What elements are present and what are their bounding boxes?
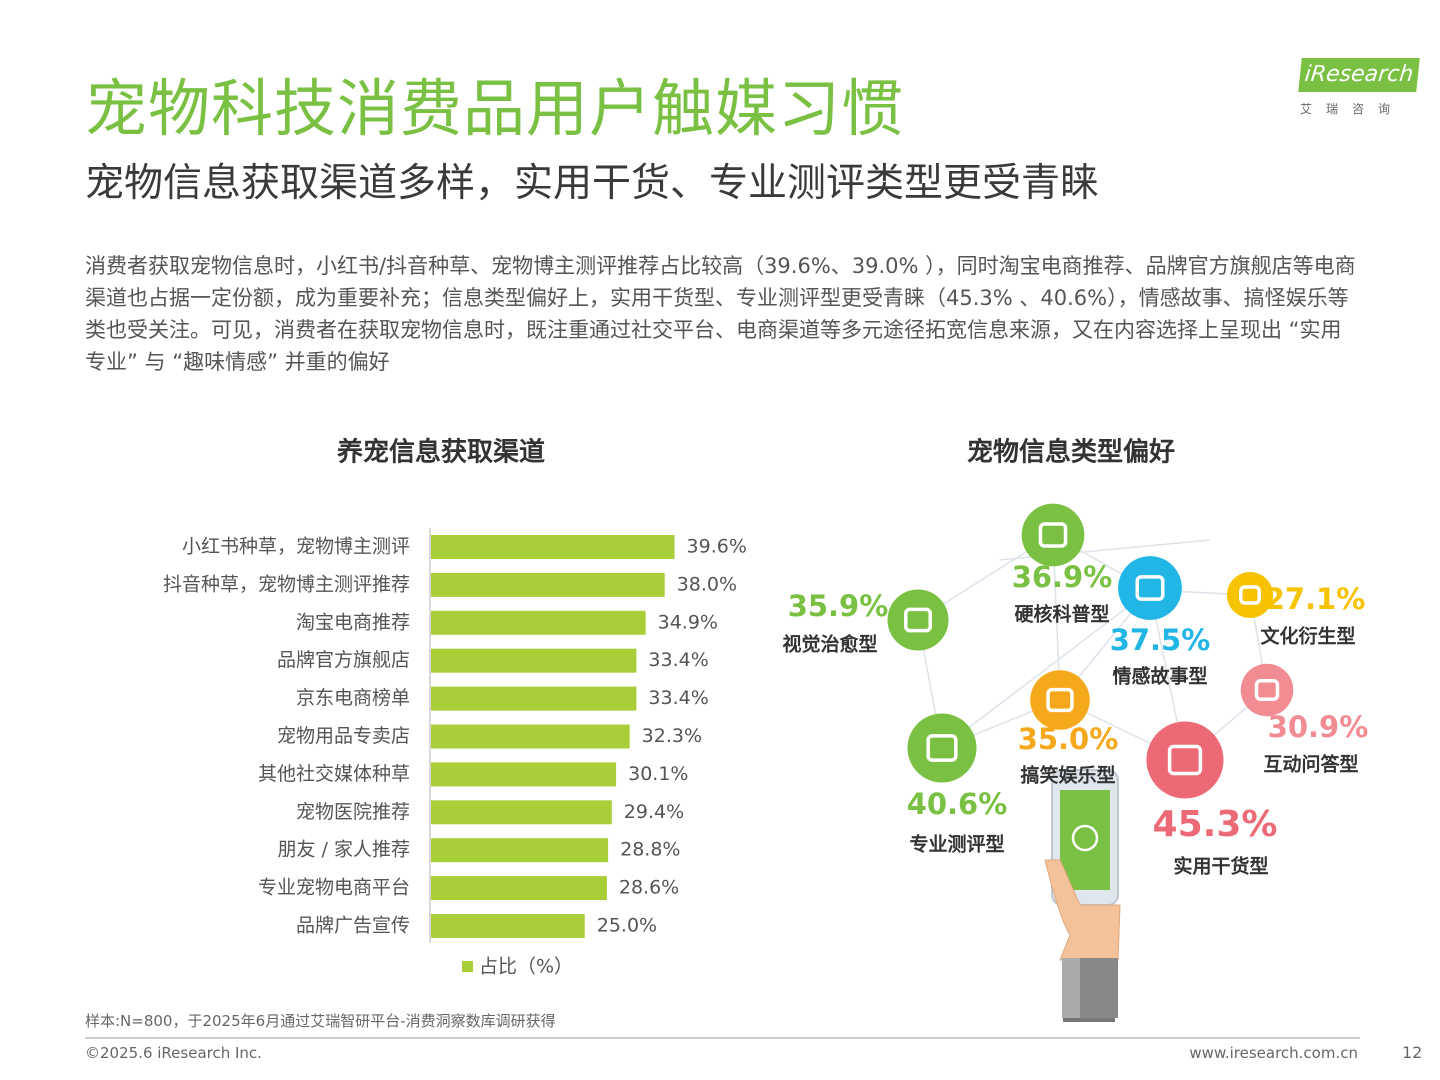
bar [431,724,630,749]
bubble [1030,670,1090,730]
value-label: 33.4% [648,687,708,709]
title: 宠物科技消费品用户触媒习惯 [85,72,905,145]
footnote: 样本:N=800，于2025年6月通过艾瑞智研平台-消费洞察数库调研获得 [85,1012,556,1030]
bubble-icon [1046,687,1074,713]
bubble-label: 文化衍生型 [1260,625,1355,648]
description: 消费者获取宠物信息时，小红书/抖音种草、宠物博主测评推荐占比较高（39.6%、3… [85,254,1356,374]
bubble-icon [1167,744,1203,776]
chart-title: 宠物信息类型偏好 [967,437,1175,468]
value-label: 25.0% [597,915,657,937]
bubble-label: 实用干货型 [1173,855,1268,878]
bubble [1118,556,1182,620]
copyright: ©2025.6 iResearch Inc. [85,1044,262,1062]
category-label: 宠物医院推荐 [296,801,410,823]
bubble-icon [1038,522,1068,548]
bubble-value: 37.5% [1110,623,1211,657]
bar [431,535,675,559]
bubble-label: 情感故事型 [1112,665,1207,688]
value-label: 28.8% [620,839,680,861]
bar [431,838,609,863]
value-label: 39.6% [687,536,747,558]
bar [431,686,637,711]
bubble-value: 30.9% [1268,710,1369,744]
value-label: 33.4% [648,649,708,671]
page-number: 12 [1402,1043,1423,1062]
category-label: 小红书种草，宠物博主测评 [182,536,410,558]
value-label: 28.6% [619,877,679,899]
value-label: 32.3% [642,725,702,747]
bar [431,610,646,635]
bubble-value: 35.9% [788,589,889,623]
bubble-label: 搞笑娱乐型 [1020,764,1115,787]
category-label: 朋友 / 家人推荐 [278,839,410,861]
category-label: 京东电商榜单 [296,687,410,709]
bubble-label: 硬核科普型 [1014,603,1109,626]
value-label: 29.4% [624,801,684,823]
bubble-icon [926,734,958,762]
bubble [1226,571,1274,619]
bubble-label: 视觉治愈型 [782,633,877,656]
category-label: 品牌广告宣传 [296,915,410,937]
bubble [907,713,977,783]
phone-illustration [1044,769,1121,1022]
category-label: 其他社交媒体种草 [258,763,410,785]
bubble-icon [1254,679,1280,701]
category-label: 专业宠物电商平台 [258,877,410,899]
value-label: 38.0% [677,573,737,595]
logo-subtitle: 艾瑞咨询 [1300,102,1405,116]
bubble [1240,663,1294,717]
bubble-icon [1135,575,1165,601]
bubble-value: 45.3% [1153,804,1278,845]
category-label: 抖音种草，宠物博主测评推荐 [163,573,410,595]
value-label: 30.1% [628,763,688,785]
bubble [1146,721,1224,799]
bubble-label: 专业测评型 [909,833,1004,856]
legend-swatch [462,961,473,972]
bubble [887,589,949,651]
bubble-icon [904,607,932,633]
category-label: 品牌官方旗舰店 [277,649,410,671]
bubble-icon [1239,585,1261,605]
legend-label: 占比（%） [479,956,573,978]
bubble-value: 27.1% [1265,582,1366,616]
bar [431,762,617,787]
bubble-value: 40.6% [907,787,1008,821]
category-label: 淘宝电商推荐 [296,611,410,633]
bar [431,800,612,825]
bubble-value: 36.9% [1012,560,1113,594]
subtitle: 宠物信息获取渠道多样，实用干货、专业测评类型更受青睐 [85,161,1100,206]
bar [431,648,637,673]
chart-title: 养宠信息获取渠道 [336,437,545,468]
value-label: 34.9% [658,611,718,633]
bubble [1021,503,1085,567]
bar [431,914,585,938]
bubble-value: 35.0% [1018,722,1119,756]
bubble-label: 互动问答型 [1263,753,1358,776]
category-label: 宠物用品专卖店 [277,725,410,747]
website: www.iresearch.com.cn [1189,1044,1358,1062]
bar [431,876,607,901]
bar [431,572,665,597]
